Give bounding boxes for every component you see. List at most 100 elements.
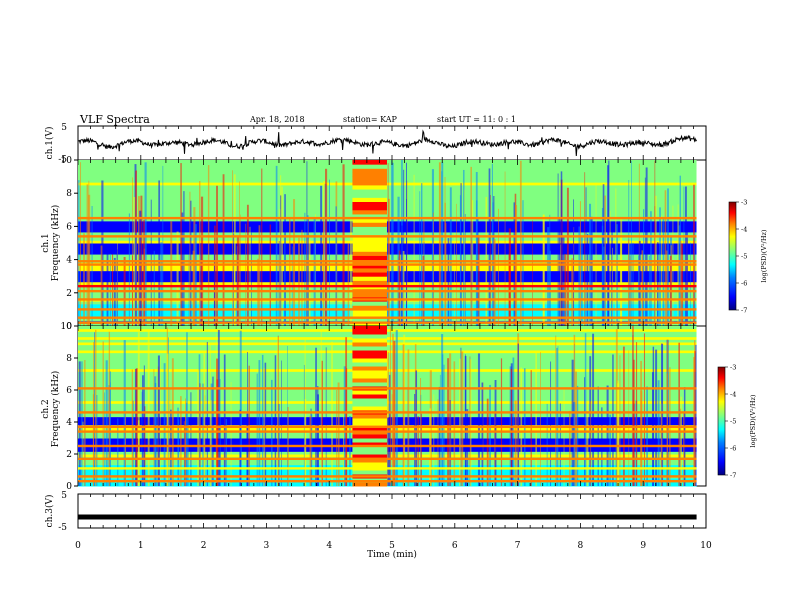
ch2-freq-row xyxy=(78,339,697,343)
ch2-broadband-block xyxy=(352,350,387,355)
ch1-broadband-block xyxy=(352,184,387,190)
ch2-impulse-streak xyxy=(336,390,337,486)
ch2-impulse-streak xyxy=(261,354,264,486)
ch2-impulse-streak xyxy=(643,333,646,486)
ch2-impulse-streak xyxy=(190,392,192,486)
ch1-impulse-streak xyxy=(584,172,586,326)
x-tick-label: 8 xyxy=(578,541,584,551)
ch2-impulse-streak xyxy=(584,333,587,486)
ch1-impulse-streak xyxy=(616,224,618,326)
ch1-broadband-block xyxy=(352,209,387,215)
ch1-broadband-block xyxy=(352,301,387,306)
ch1-ytick-label: 6 xyxy=(66,222,72,232)
ch2-impulse-streak xyxy=(589,356,592,486)
header-start-time: start UT = 11: 0 : 1 xyxy=(437,115,516,124)
ch2-impulse-streak xyxy=(576,385,579,486)
ch1-impulse-streak xyxy=(386,236,389,326)
ch2-narrowband-line xyxy=(78,444,697,448)
ch2-impulse-streak xyxy=(403,334,406,486)
ch1-impulse-streak xyxy=(222,174,225,326)
ch1-impulse-streak xyxy=(250,232,252,326)
ch2-impulse-streak xyxy=(530,370,532,486)
ch2-freq-row xyxy=(78,331,697,335)
ch2-impulse-streak xyxy=(169,389,171,486)
ch2-broadband-block xyxy=(352,462,387,467)
ch1-impulse-streak xyxy=(641,250,644,326)
ch2-impulse-streak xyxy=(281,360,282,486)
ch1-impulse-streak xyxy=(207,165,210,326)
ch2-impulse-streak xyxy=(517,343,519,486)
ch2-impulse-streak xyxy=(132,400,134,486)
ch1-impulse-streak xyxy=(233,174,236,326)
ch2-impulse-streak xyxy=(96,394,98,486)
x-tick-label: 7 xyxy=(515,541,521,551)
ch1-impulse-streak xyxy=(391,162,394,326)
ch1-impulse-streak xyxy=(644,177,646,326)
ch1-impulse-streak xyxy=(464,213,466,326)
ch1-broadband-block xyxy=(352,197,387,202)
ch2-impulse-streak xyxy=(680,396,682,486)
ch2-broadband-block xyxy=(352,438,387,443)
ch1-ytick-label: 10 xyxy=(61,156,73,166)
ch1-impulse-streak xyxy=(190,200,192,326)
ch1-impulse-streak xyxy=(80,162,82,326)
ch2-impulse-streak xyxy=(202,383,205,486)
ch2-impulse-streak xyxy=(459,358,461,486)
ch1-impulse-streak xyxy=(86,184,89,326)
ch2-impulse-streak xyxy=(679,409,681,486)
ch2-impulse-streak xyxy=(198,354,201,486)
ch2-ytick-label: 10 xyxy=(61,322,73,332)
ch1-impulse-streak xyxy=(320,185,323,326)
ch1-freq-row xyxy=(78,179,697,183)
ch1-broadband-block xyxy=(352,201,387,207)
ch1-colorbar-label: log(PSD)(V²/Hz) xyxy=(760,229,768,282)
ch1-impulse-streak xyxy=(601,207,604,326)
ch1-impulse-streak xyxy=(349,217,353,326)
ch1-impulse-streak xyxy=(139,210,142,326)
x-tick-marks xyxy=(77,126,707,528)
ch2-broadband-block xyxy=(352,374,387,379)
x-tick-label: 0 xyxy=(75,541,81,551)
ch1-ytick-bottom: -5 xyxy=(58,155,67,165)
ch2-impulse-streak xyxy=(320,331,322,486)
ch2-colorbar-tick-label: -6 xyxy=(730,445,736,453)
ch1-impulse-streak xyxy=(595,182,597,326)
ch1-impulse-streak xyxy=(590,216,593,326)
ch1-broadband-block xyxy=(352,189,387,194)
ch2-impulse-streak xyxy=(481,382,484,486)
ch1-impulse-streak xyxy=(284,241,286,326)
ch1-impulse-streak xyxy=(278,240,280,326)
ch1-freq-row xyxy=(78,162,697,167)
ch2-impulse-streak xyxy=(609,414,611,486)
ch2-impulse-streak xyxy=(640,390,643,486)
ch1-impulse-streak xyxy=(654,160,656,326)
ch2-broadband-block xyxy=(352,398,387,403)
ch2-impulse-streak xyxy=(477,353,481,486)
ch1-broadband-block xyxy=(352,222,387,227)
ch1-spectrogram-ylabel: ch.1 xyxy=(41,233,51,252)
ch1-broadband-block xyxy=(352,176,387,182)
ch2-impulse-streak xyxy=(157,355,160,486)
ch1-freq-row xyxy=(78,198,697,202)
ch2-impulse-streak xyxy=(557,346,559,486)
ch1-impulse-streak xyxy=(144,162,147,326)
ch2-impulse-streak xyxy=(271,379,273,486)
ch1-impulse-streak xyxy=(478,235,480,326)
ch1-broadband-block xyxy=(352,238,387,244)
ch2-broadband-block xyxy=(352,442,387,447)
ch2-impulse-streak xyxy=(343,412,344,486)
ch1-narrowband-line xyxy=(78,284,697,288)
ch2-impulse-streak xyxy=(180,396,182,486)
ch2-impulse-streak xyxy=(464,356,467,486)
ch1-spectrogram-panel: 0 2 4 6 8 10 ch.1 Frequency (kHz) -3 -4 -5 -6 -7 … xyxy=(41,156,768,332)
ch2-impulse-streak xyxy=(309,415,312,486)
x-tick-label: 5 xyxy=(389,541,395,551)
ch2-impulse-streak xyxy=(108,331,111,486)
ch2-narrowband-line xyxy=(78,480,697,483)
x-tick-label: 6 xyxy=(452,541,458,551)
ch2-impulse-streak xyxy=(240,388,242,486)
ch1-narrowband-line xyxy=(78,235,697,238)
ch1-impulse-streak xyxy=(289,218,291,326)
ch2-broadband-block xyxy=(352,358,387,363)
